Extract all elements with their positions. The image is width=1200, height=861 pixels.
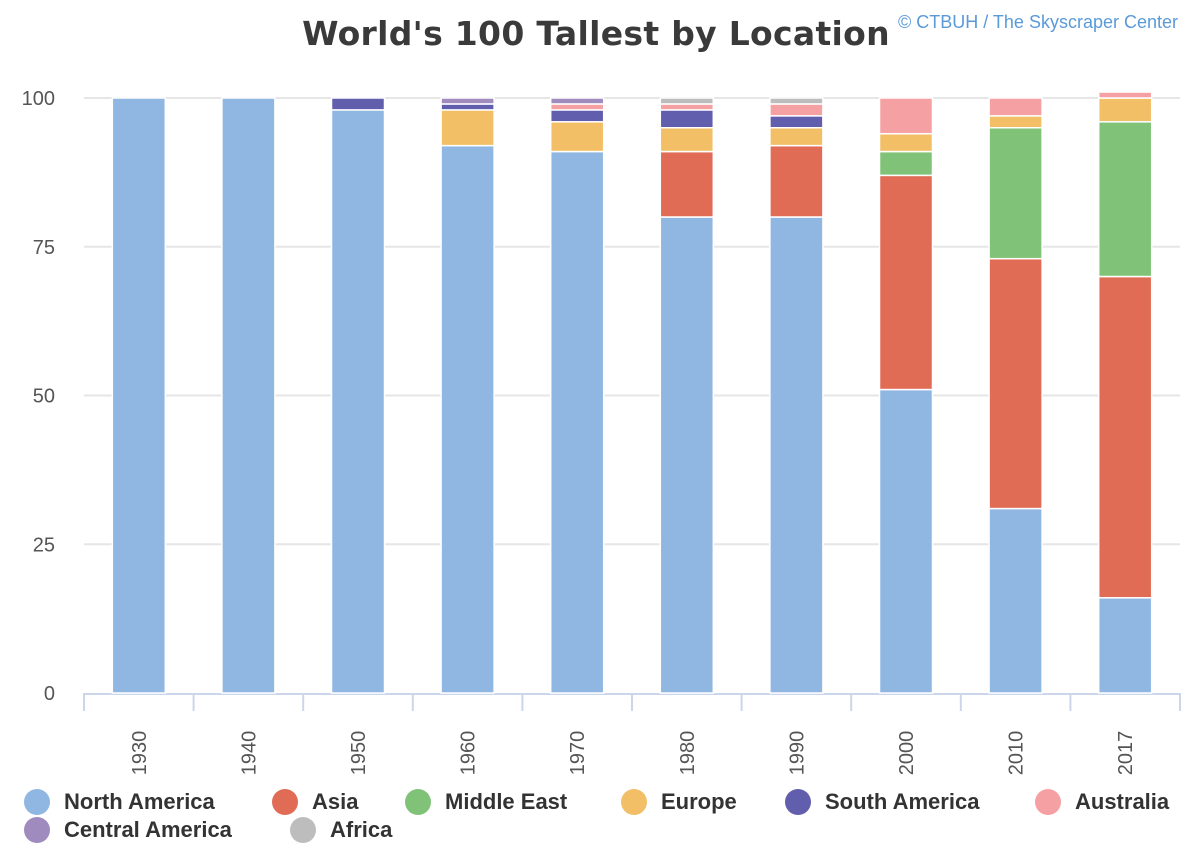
x-tick-label: 2017 xyxy=(1115,731,1137,776)
bar-segment-europe xyxy=(440,109,495,147)
x-tick-label: 1980 xyxy=(677,731,699,776)
bar-segment-north-america xyxy=(549,150,605,694)
bar-segment-central-america xyxy=(549,97,605,105)
bar-segment-asia xyxy=(988,257,1043,510)
bar-segment-north-america xyxy=(878,388,934,694)
bar-segment-europe xyxy=(988,115,1043,129)
bar-segment-middle-east xyxy=(1097,121,1153,278)
y-tick-label: 100 xyxy=(22,88,55,110)
y-tick-label: 75 xyxy=(33,237,55,259)
x-tick-label: 1960 xyxy=(458,731,480,776)
bar-segment-asia xyxy=(769,144,824,218)
x-tick-label: 1970 xyxy=(567,731,589,776)
bar-segment-south-america xyxy=(769,115,824,129)
bar-segment-asia xyxy=(1097,275,1153,599)
bar-segment-north-america xyxy=(769,216,824,694)
bar-segment-europe xyxy=(769,127,824,147)
bar-segment-australia xyxy=(549,103,605,111)
bar-segment-south-america xyxy=(330,97,386,111)
x-tick-label: 1950 xyxy=(348,731,370,776)
bar-segment-asia xyxy=(659,150,715,218)
bar-segment-australia xyxy=(1097,91,1153,99)
x-tick-label: 1990 xyxy=(786,731,808,776)
bar-segment-north-america xyxy=(988,507,1043,694)
bar-segment-australia xyxy=(659,103,715,111)
y-tick-label: 25 xyxy=(33,534,55,556)
bar-segment-south-america xyxy=(440,103,495,111)
bar-segment-australia xyxy=(878,97,934,135)
x-tick-label: 2010 xyxy=(1006,731,1028,776)
bar-segment-europe xyxy=(1097,97,1153,123)
bar-segment-north-america xyxy=(111,97,167,694)
bar-segment-middle-east xyxy=(988,127,1043,260)
bar-segment-south-america xyxy=(659,109,715,129)
x-tick-label: 2000 xyxy=(896,731,918,776)
bar-segment-australia xyxy=(769,103,824,117)
bar-segment-asia xyxy=(878,174,934,391)
bar-segment-north-america xyxy=(1097,597,1153,694)
bar-segment-europe xyxy=(878,132,934,153)
bar-segment-north-america xyxy=(440,144,495,694)
bar-segment-north-america xyxy=(221,97,276,694)
bar-segment-middle-east xyxy=(878,150,934,177)
y-tick-label: 0 xyxy=(44,683,55,705)
x-tick-label: 1940 xyxy=(238,731,260,776)
bar-segment-europe xyxy=(549,121,605,153)
x-tick-label: 1930 xyxy=(129,731,151,776)
credit-link[interactable]: © CTBUH / The Skyscraper Center xyxy=(897,12,1178,32)
bar-segment-africa xyxy=(769,97,824,105)
bar-segment-central-america xyxy=(440,97,495,105)
chart-title: World's 100 Tallest by Location xyxy=(302,14,890,53)
bar-segment-north-america xyxy=(659,216,715,694)
bar-segment-north-america xyxy=(330,109,386,694)
bar-segment-australia xyxy=(988,97,1043,117)
y-tick-label: 50 xyxy=(33,386,55,408)
bar-segment-south-america xyxy=(549,109,605,123)
bar-segment-africa xyxy=(659,97,715,105)
bar-segment-europe xyxy=(659,127,715,153)
